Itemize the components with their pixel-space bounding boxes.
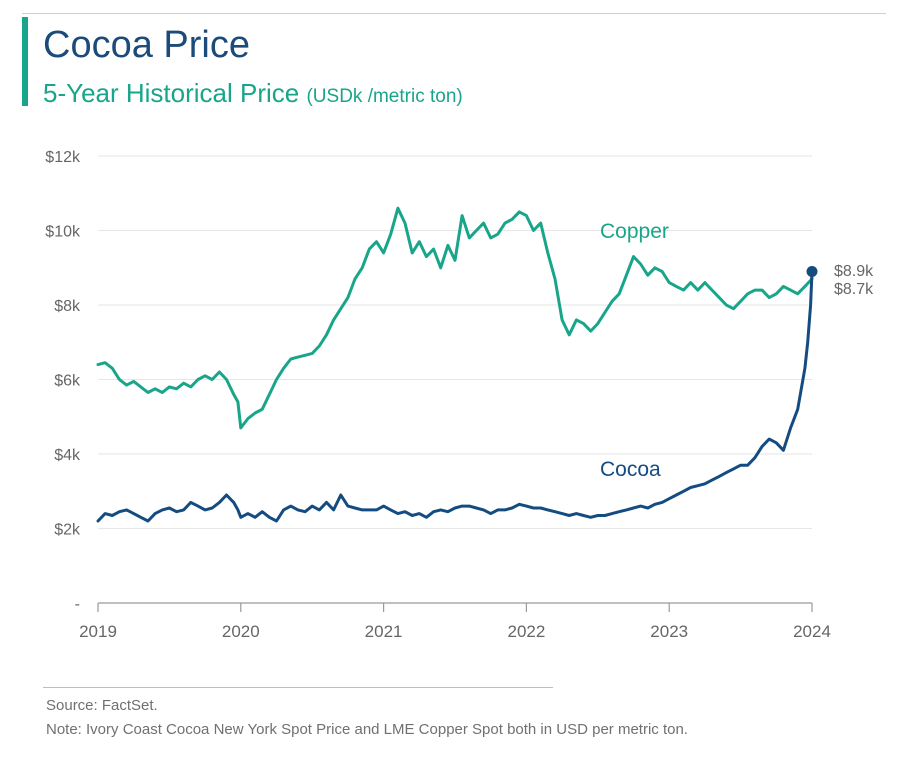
x-tick-label: 2020	[222, 622, 260, 641]
title-accent-bar	[22, 17, 28, 106]
x-tick-label: 2022	[507, 622, 545, 641]
series-end-value-cocoa: $8.9k	[834, 263, 874, 280]
series-label-cocoa: Cocoa	[600, 458, 661, 481]
note-text: Note: Ivory Coast Cocoa New York Spot Pr…	[46, 721, 688, 738]
y-tick-label: $6k	[54, 373, 81, 390]
x-tick-label: 2019	[79, 622, 117, 641]
page-title: Cocoa Price	[43, 24, 250, 66]
series-endpoint-cocoa	[806, 265, 818, 277]
page-subtitle: 5-Year Historical Price (USDk /metric to…	[43, 76, 463, 114]
series-line-cocoa	[96, 270, 814, 523]
source-text: Source: FactSet.	[46, 697, 158, 714]
subtitle-text: 5-Year Historical Price	[43, 78, 300, 108]
footer-rule	[43, 687, 553, 688]
x-tick-label: 2024	[793, 622, 831, 641]
x-tick-label: 2021	[365, 622, 403, 641]
y-tick-label: $12k	[45, 149, 81, 166]
top-rule	[22, 13, 886, 14]
subtitle-unit: (USDk /metric ton)	[306, 86, 463, 107]
y-tick-label: -	[75, 596, 80, 613]
series-line-copper	[96, 206, 814, 430]
x-tick-label: 2023	[650, 622, 688, 641]
y-tick-label: $8k	[54, 298, 81, 315]
series-label-copper: Copper	[600, 220, 669, 243]
y-tick-label: $2k	[54, 522, 81, 539]
y-tick-label: $4k	[54, 447, 81, 464]
series-end-value-copper: $8.7k	[834, 281, 874, 298]
y-tick-label: $10k	[45, 224, 81, 241]
